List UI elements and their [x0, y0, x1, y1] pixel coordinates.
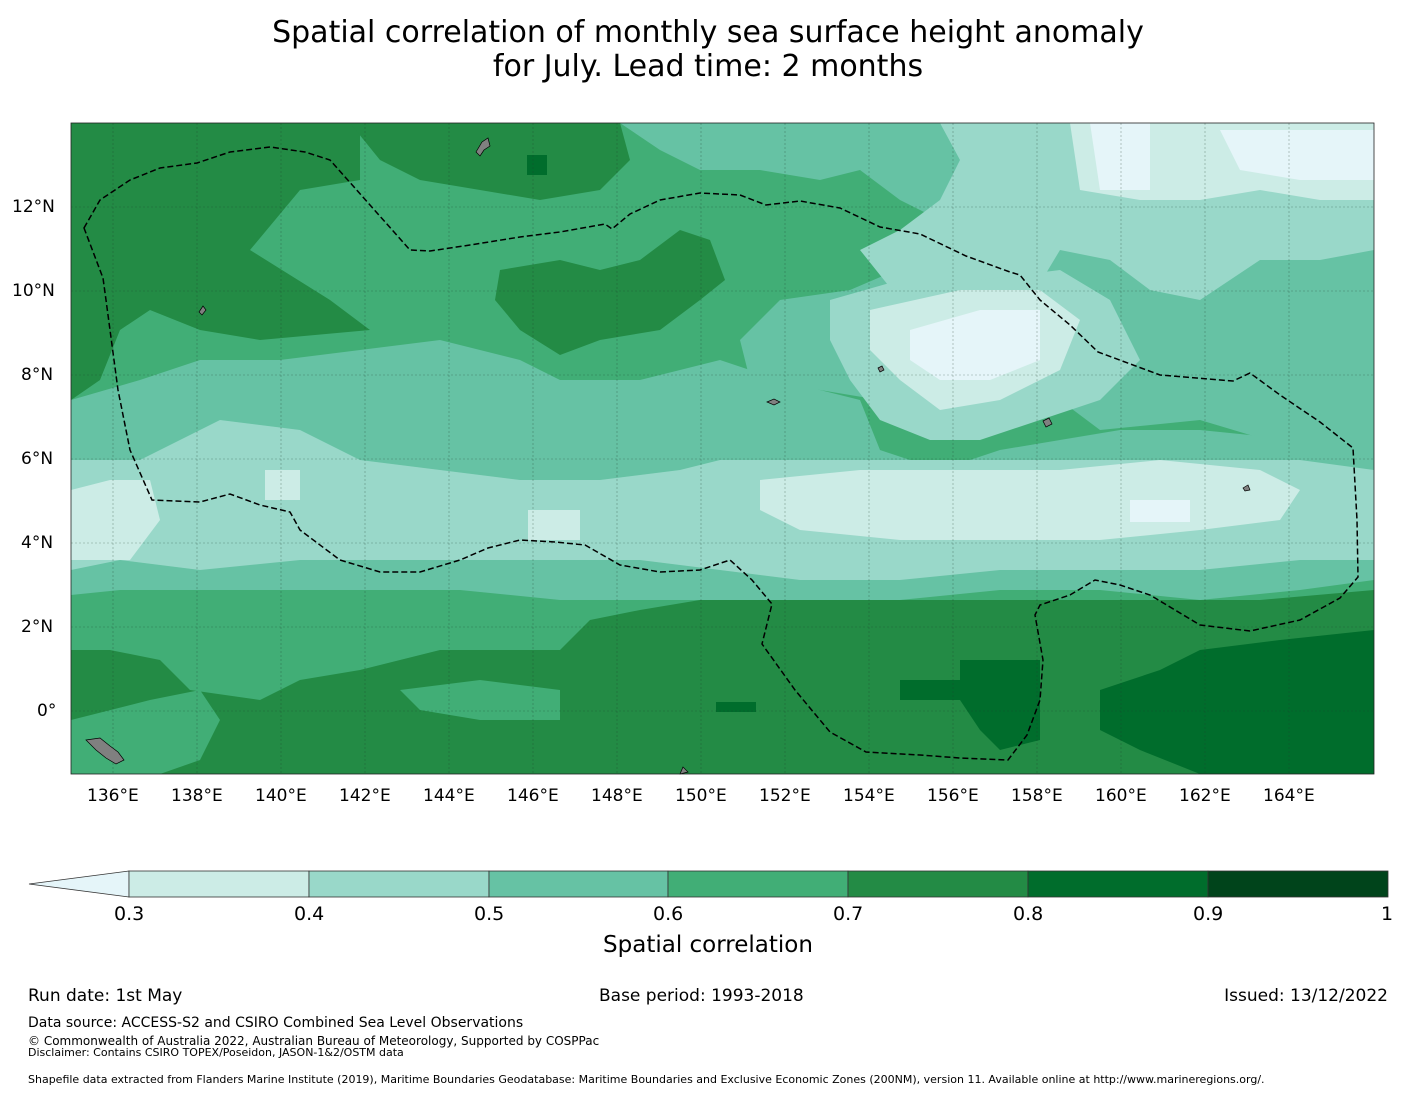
run-date: Run date: 1st May	[28, 986, 183, 1006]
field-0.8-0.9-spot	[716, 702, 756, 712]
island-small-2	[1042, 417, 1053, 428]
island-small-3	[1242, 484, 1251, 492]
colorbar-tick-0.8: 0.8	[1013, 903, 1044, 925]
field-0.7-0.8-center-blob	[495, 230, 725, 355]
colorbar-bin-0.4-0.5	[308, 870, 490, 898]
field-below-0.3-center	[910, 310, 1040, 380]
issued-date: Issued: 13/12/2022	[1224, 986, 1388, 1006]
field-below-0.3-northeast	[1090, 123, 1374, 190]
colorbar	[28, 870, 1389, 898]
island-small-1	[198, 305, 207, 316]
lon-label-142E: 142°E	[339, 786, 391, 806]
colorbar-bin-0.6-0.7	[667, 870, 849, 898]
field-0.3-0.4-spot	[265, 470, 580, 540]
lat-label-0: 0°	[37, 701, 57, 721]
colorbar-bin-0.7-0.8	[847, 870, 1029, 898]
lon-label-154E: 154°E	[843, 786, 895, 806]
field-0.7-0.8-south	[71, 590, 1374, 774]
land-islands	[85, 137, 1251, 775]
lat-label-10N: 10°N	[12, 281, 55, 301]
island-new-guinea	[85, 737, 125, 765]
lon-label-160E: 160°E	[1095, 786, 1147, 806]
eez-boundary	[83, 146, 1359, 761]
colorbar-bin-0.3-0.4	[128, 870, 310, 898]
colorbar-tick-0.3: 0.3	[114, 903, 145, 925]
lon-label-146E: 146°E	[507, 786, 559, 806]
lon-label-158E: 158°E	[1011, 786, 1063, 806]
lat-label-8N: 8°N	[21, 365, 54, 385]
lon-label-156E: 156°E	[927, 786, 979, 806]
lon-label-140E: 140°E	[255, 786, 307, 806]
shapefile-credit: Shapefile data extracted from Flanders M…	[28, 1073, 1265, 1086]
graticule	[71, 123, 1374, 774]
field-0.8-0.9-small	[527, 155, 547, 175]
colorbar-bin-0.9-1	[1207, 870, 1389, 898]
island-small-5	[766, 398, 781, 406]
chart-title-line-1: Spatial correlation of monthly sea surfa…	[272, 15, 1144, 50]
disclaimer: Disclaimer: Contains CSIRO TOPEX/Poseido…	[28, 1046, 404, 1059]
lon-label-164E: 164°E	[1263, 786, 1315, 806]
colorbar-bin-0.5-0.6	[488, 870, 669, 898]
lon-label-144E: 144°E	[423, 786, 475, 806]
lon-label-150E: 150°E	[675, 786, 727, 806]
lat-label-4N: 4°N	[21, 533, 54, 553]
lon-label-148E: 148°E	[591, 786, 643, 806]
lat-label-6N: 6°N	[21, 449, 54, 469]
lon-label-152E: 152°E	[759, 786, 811, 806]
chart-title-line-2: for July. Lead time: 2 months	[492, 49, 924, 84]
lon-label-136E: 136°E	[87, 786, 139, 806]
colorbar-tick-0.9: 0.9	[1193, 903, 1224, 925]
field-0.8-0.9-south-center	[900, 660, 1040, 750]
colorbar-extend-min-triangle	[28, 870, 130, 898]
lon-label-138E: 138°E	[171, 786, 223, 806]
colorbar-tick-1: 1	[1381, 903, 1394, 925]
island-small-4	[877, 365, 885, 373]
field-0.8-0.9-south-east	[1100, 630, 1374, 774]
field-0.3-0.4-west	[71, 480, 160, 560]
colorbar-tick-0.6: 0.6	[653, 903, 684, 925]
field-below-0.3-east-small	[1130, 500, 1190, 522]
colorbar-tick-0.7: 0.7	[833, 903, 864, 925]
field-0.6-0.7-south-pocket	[71, 680, 560, 774]
copyright: © Commonwealth of Australia 2022, Austra…	[28, 1034, 600, 1048]
lat-label-12N: 12°N	[12, 197, 55, 217]
field-0.7-0.8-north-center	[350, 123, 630, 200]
colorbar-label: Spatial correlation	[603, 932, 813, 958]
data-source: Data source: ACCESS-S2 and CSIRO Combine…	[28, 1015, 524, 1031]
lat-label-2N: 2°N	[21, 617, 54, 637]
island-north	[475, 137, 491, 157]
colorbar-bin-0.8-0.9	[1027, 870, 1209, 898]
base-period: Base period: 1993-2018	[599, 986, 804, 1006]
map-frame	[70, 122, 1375, 775]
colorbar-tick-0.5: 0.5	[474, 903, 505, 925]
lon-label-162E: 162°E	[1179, 786, 1231, 806]
colorbar-tick-0.4: 0.4	[294, 903, 325, 925]
island-south	[679, 766, 689, 775]
correlation-field	[71, 123, 1374, 774]
field-0.7-0.8-northwest	[71, 123, 370, 400]
